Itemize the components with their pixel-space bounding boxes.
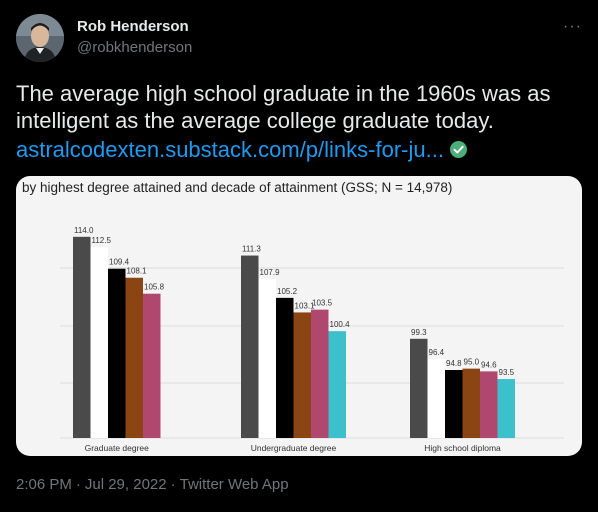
bar — [311, 309, 329, 438]
tweet-link-row: astralcodexten.substack.com/p/links-for-… — [16, 137, 467, 163]
bar-value-label: 103.5 — [312, 299, 333, 308]
category-label: Graduate degree — [85, 443, 150, 453]
bar — [241, 255, 259, 438]
bar-value-label: 96.4 — [429, 348, 445, 357]
more-options-icon[interactable]: ··· — [563, 18, 582, 35]
tweet-text: The average high school graduate in the … — [16, 81, 551, 133]
tweet-timestamp: 2:06 PM · Jul 29, 2022 · Twitter Web App — [16, 476, 289, 493]
bar — [276, 297, 294, 438]
bar-value-label: 105.8 — [144, 283, 165, 292]
bar — [108, 268, 126, 438]
bar — [480, 371, 498, 438]
bar-value-label: 107.9 — [260, 268, 281, 277]
bar — [328, 331, 346, 438]
bar-value-label: 94.6 — [481, 360, 497, 369]
chart-title: by highest degree attained and decade of… — [22, 180, 453, 195]
separator-dot: · — [75, 476, 81, 493]
bar-value-label: 105.2 — [277, 287, 298, 296]
bar — [410, 338, 428, 438]
bar — [462, 368, 480, 438]
bar-value-label: 108.1 — [127, 267, 148, 276]
bar-value-label: 95.0 — [464, 358, 480, 367]
bar-value-label: 99.3 — [411, 328, 427, 337]
bar — [143, 293, 161, 438]
bar — [445, 370, 463, 438]
bar-value-label: 94.8 — [446, 359, 462, 368]
bar-value-label: 111.3 — [242, 245, 261, 254]
bar-value-label: 114.0 — [74, 226, 94, 235]
bar — [427, 358, 445, 438]
bar-value-label: 100.4 — [330, 320, 351, 329]
tweet-date[interactable]: Jul 29, 2022 — [84, 476, 167, 493]
tweet-source: Twitter Web App — [179, 476, 289, 493]
bar — [258, 279, 276, 438]
tweet-time[interactable]: 2:06 PM — [16, 476, 72, 493]
bar-value-label: 103.1 — [295, 301, 316, 310]
bar — [125, 277, 143, 438]
bar-value-label: 112.5 — [92, 236, 112, 245]
tweet-link[interactable]: astralcodexten.substack.com/p/links-for-… — [16, 137, 444, 162]
bar — [497, 379, 515, 438]
bar-value-label: 109.4 — [109, 258, 130, 267]
tweet-header: Rob Henderson @robkhenderson ··· — [16, 12, 582, 64]
category-label: High school diploma — [424, 443, 501, 453]
author-handle[interactable]: @robkhenderson — [77, 39, 193, 56]
bar — [73, 236, 91, 438]
check-icon — [449, 141, 467, 158]
bar — [90, 247, 108, 438]
category-label: Undergraduate degree — [251, 443, 337, 453]
bar — [293, 312, 311, 438]
chart-card[interactable]: 114.0 112.5 109.4 108.1 105.8 Graduate degree… — [16, 176, 582, 456]
avatar[interactable] — [16, 14, 64, 62]
author-name[interactable]: Rob Henderson — [77, 18, 189, 35]
bar-value-label: 93.5 — [499, 368, 515, 377]
separator-dot: · — [170, 476, 176, 493]
